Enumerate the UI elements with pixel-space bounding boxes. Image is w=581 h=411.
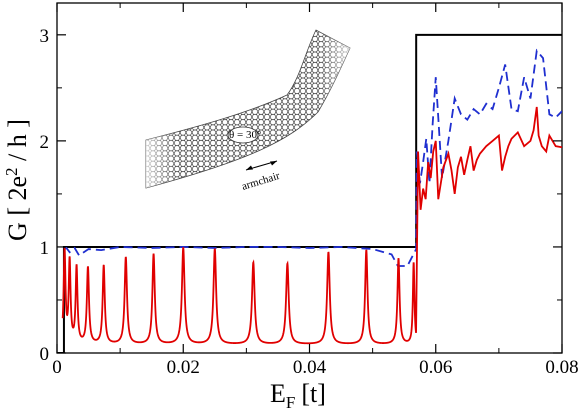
y-tick-label: 1 (40, 238, 50, 259)
x-axis-title: EF [t] (270, 379, 326, 411)
series-dashed-line (63, 48, 562, 267)
x-tick-label: 0.02 (167, 357, 200, 378)
ribbon-fade (146, 30, 350, 188)
x-axis-title-sub: F (286, 393, 295, 411)
x-tick-label: 0 (52, 357, 62, 378)
x-axis-title-main: E (270, 379, 286, 408)
y-tick-label: 3 (40, 26, 50, 47)
angle-label: θ = 30° (229, 129, 261, 141)
x-tick-label: 0.06 (419, 357, 452, 378)
x-tick-label: 0.04 (293, 357, 327, 378)
direction-label: armchair (240, 170, 281, 193)
inset-ribbon: θ = 30° armchair (145, 29, 351, 193)
y-tick-label: 0 (40, 344, 50, 365)
ribbon-hole (227, 126, 259, 144)
series-resonance-line (61, 106, 562, 345)
armchair-arrow-icon (245, 160, 278, 171)
x-axis-title-unit: [t] (301, 379, 326, 408)
y-axis-title-sup: 2 (2, 167, 21, 176)
x-tick-label: 0.08 (545, 357, 578, 378)
y-axis-title: G [ 2e2 / h ] (2, 119, 32, 241)
y-tick-label: 2 (40, 132, 50, 153)
y-axis-title-pre: G [ 2e (3, 176, 32, 241)
y-axis-title-post: / h ] (3, 119, 32, 167)
